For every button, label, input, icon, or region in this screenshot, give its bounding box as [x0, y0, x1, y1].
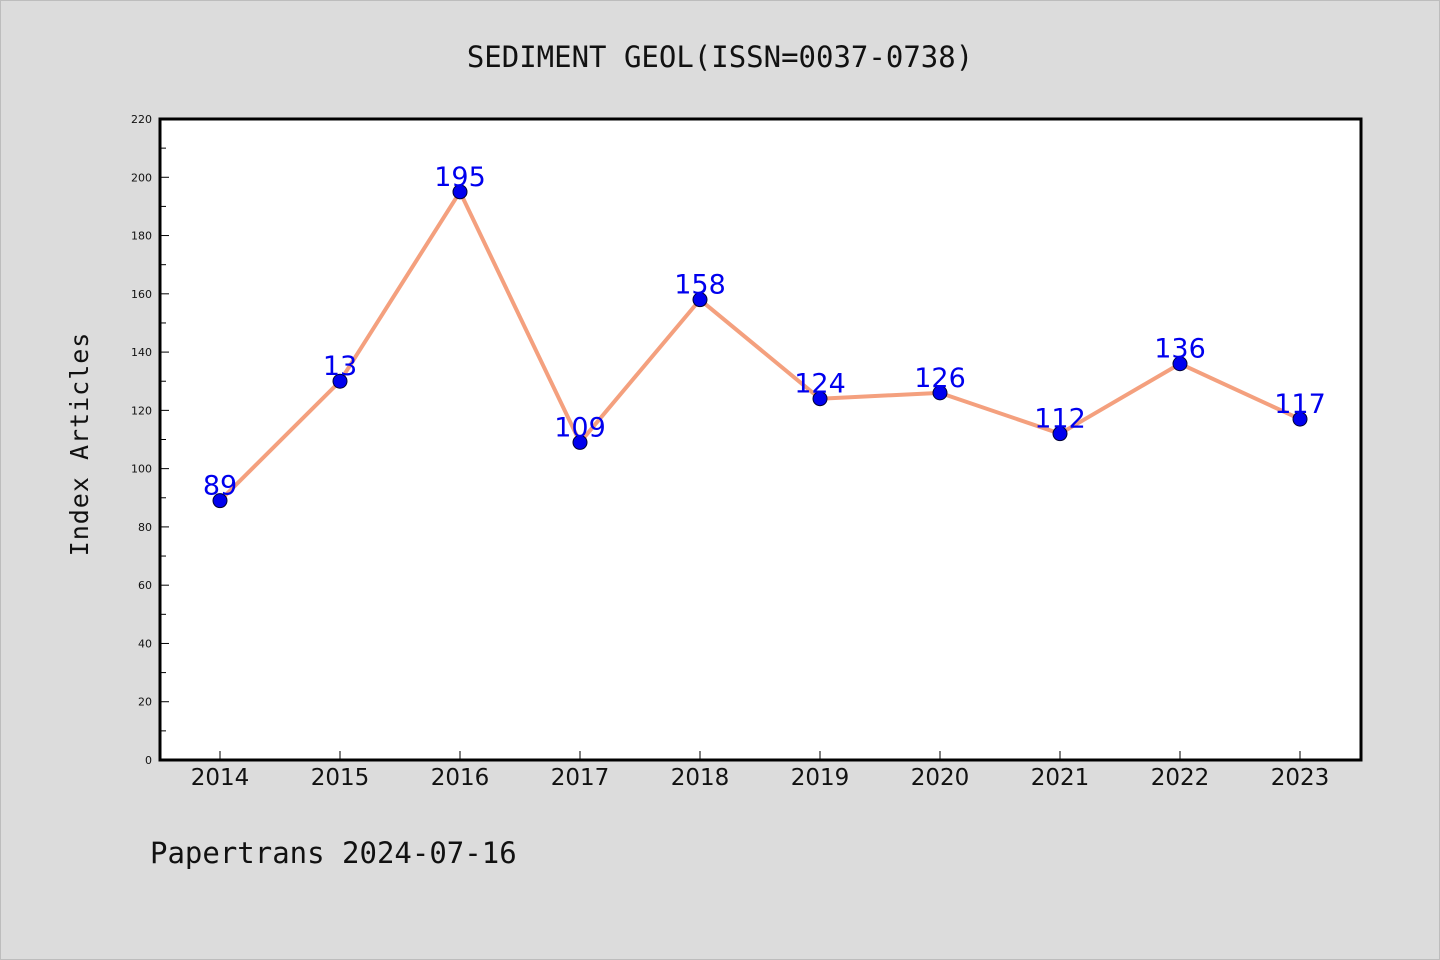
x-tick-label: 2022 — [1151, 765, 1210, 791]
data-point-marker — [1172, 356, 1188, 372]
y-axis-ticks: 0 20 40 60 80 100 120 140 160 180 200 220 — [131, 113, 169, 767]
data-point-label: 195 — [434, 162, 486, 193]
y-tick-label: 0 — [145, 754, 152, 767]
data-point-marker — [212, 493, 228, 509]
data-point-marker — [692, 292, 708, 308]
data-markers — [212, 184, 1308, 509]
y-tick-label: 60 — [138, 579, 152, 592]
chart-title: SEDIMENT GEOL(ISSN=0037-0738) — [467, 40, 973, 74]
x-tick-label: 2018 — [671, 765, 730, 791]
data-point-label: 158 — [674, 270, 726, 301]
y-tick-label: 80 — [138, 521, 152, 534]
x-tick-label: 2017 — [551, 765, 610, 791]
x-tick-label: 2021 — [1031, 765, 1090, 791]
y-tick-label: 20 — [138, 696, 152, 709]
data-point-marker — [812, 391, 828, 407]
x-tick-label: 2014 — [191, 765, 250, 791]
data-point-marker — [332, 373, 348, 389]
y-tick-label: 180 — [131, 230, 152, 243]
data-labels: 89 13 195 109 158 124 126 112 136 117 — [203, 162, 1326, 502]
y-tick-label: 140 — [131, 346, 152, 359]
data-point-label: 136 — [1154, 334, 1206, 365]
data-point-marker — [932, 385, 948, 401]
y-tick-label: 200 — [131, 171, 152, 184]
data-point-marker — [452, 184, 468, 200]
data-point-label: 124 — [794, 369, 846, 400]
x-tick-label: 2015 — [311, 765, 370, 791]
footer-text: Papertrans 2024-07-16 — [150, 836, 517, 870]
data-point-label: 112 — [1034, 404, 1086, 435]
y-tick-label: 40 — [138, 637, 152, 650]
data-point-label: 13 — [323, 351, 357, 382]
x-tick-label: 2023 — [1271, 765, 1330, 791]
x-tick-label: 2020 — [911, 765, 970, 791]
y-axis-label: Index Articles — [65, 332, 94, 557]
data-point-label: 126 — [914, 363, 966, 394]
data-point-marker — [1292, 411, 1308, 427]
data-point-marker — [1052, 426, 1068, 442]
y-tick-label: 160 — [131, 288, 152, 301]
x-axis-ticks: 2014 2015 2016 2017 2018 2019 2020 2021 2022 2023 — [191, 751, 1330, 791]
data-point-marker — [572, 434, 588, 450]
y-tick-label: 220 — [131, 113, 152, 126]
series-line — [218, 189, 1301, 503]
plot-area — [158, 117, 1363, 762]
x-tick-label: 2019 — [791, 765, 850, 791]
data-point-label: 117 — [1274, 389, 1326, 420]
data-point-label: 89 — [203, 471, 237, 502]
y-tick-label: 100 — [131, 463, 152, 476]
y-tick-label: 120 — [131, 404, 152, 417]
x-tick-label: 2016 — [431, 765, 490, 791]
data-point-label: 109 — [554, 412, 606, 443]
